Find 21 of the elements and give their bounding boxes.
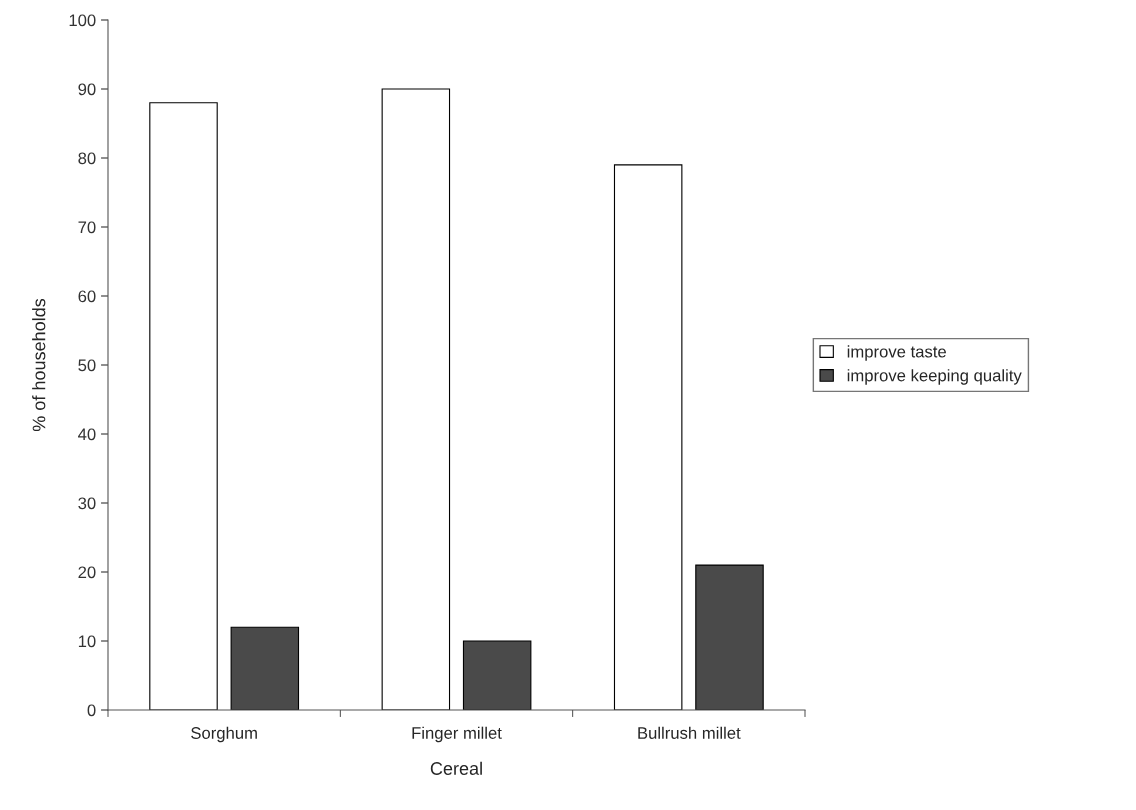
y-tick-label: 50	[78, 359, 96, 372]
y-tick-label: 60	[78, 290, 96, 303]
y-tick-label: 40	[78, 428, 96, 441]
x-tick-label: Sorghum	[191, 726, 257, 743]
bar	[613, 164, 683, 710]
y-tick-label: 30	[78, 497, 96, 510]
legend-label: improve taste	[847, 345, 946, 361]
y-axis-title: % of households	[32, 298, 46, 432]
y-tick-label: 10	[78, 635, 96, 648]
legend-label: improve keeping quality	[847, 369, 1022, 385]
x-axis-title: Cereal	[430, 761, 482, 775]
y-tick-label: 80	[78, 152, 96, 165]
x-tick-label: Bullrush millet	[638, 726, 741, 739]
bar	[381, 88, 451, 710]
y-tick-label: 100	[69, 14, 96, 27]
x-tick-label: Finger millet	[412, 726, 502, 743]
y-tick-label: 90	[78, 83, 96, 96]
bar	[149, 102, 218, 710]
y-tick-label: 70	[78, 221, 96, 234]
y-tick-label: 20	[78, 566, 96, 579]
y-tick-label: 0	[87, 704, 96, 717]
